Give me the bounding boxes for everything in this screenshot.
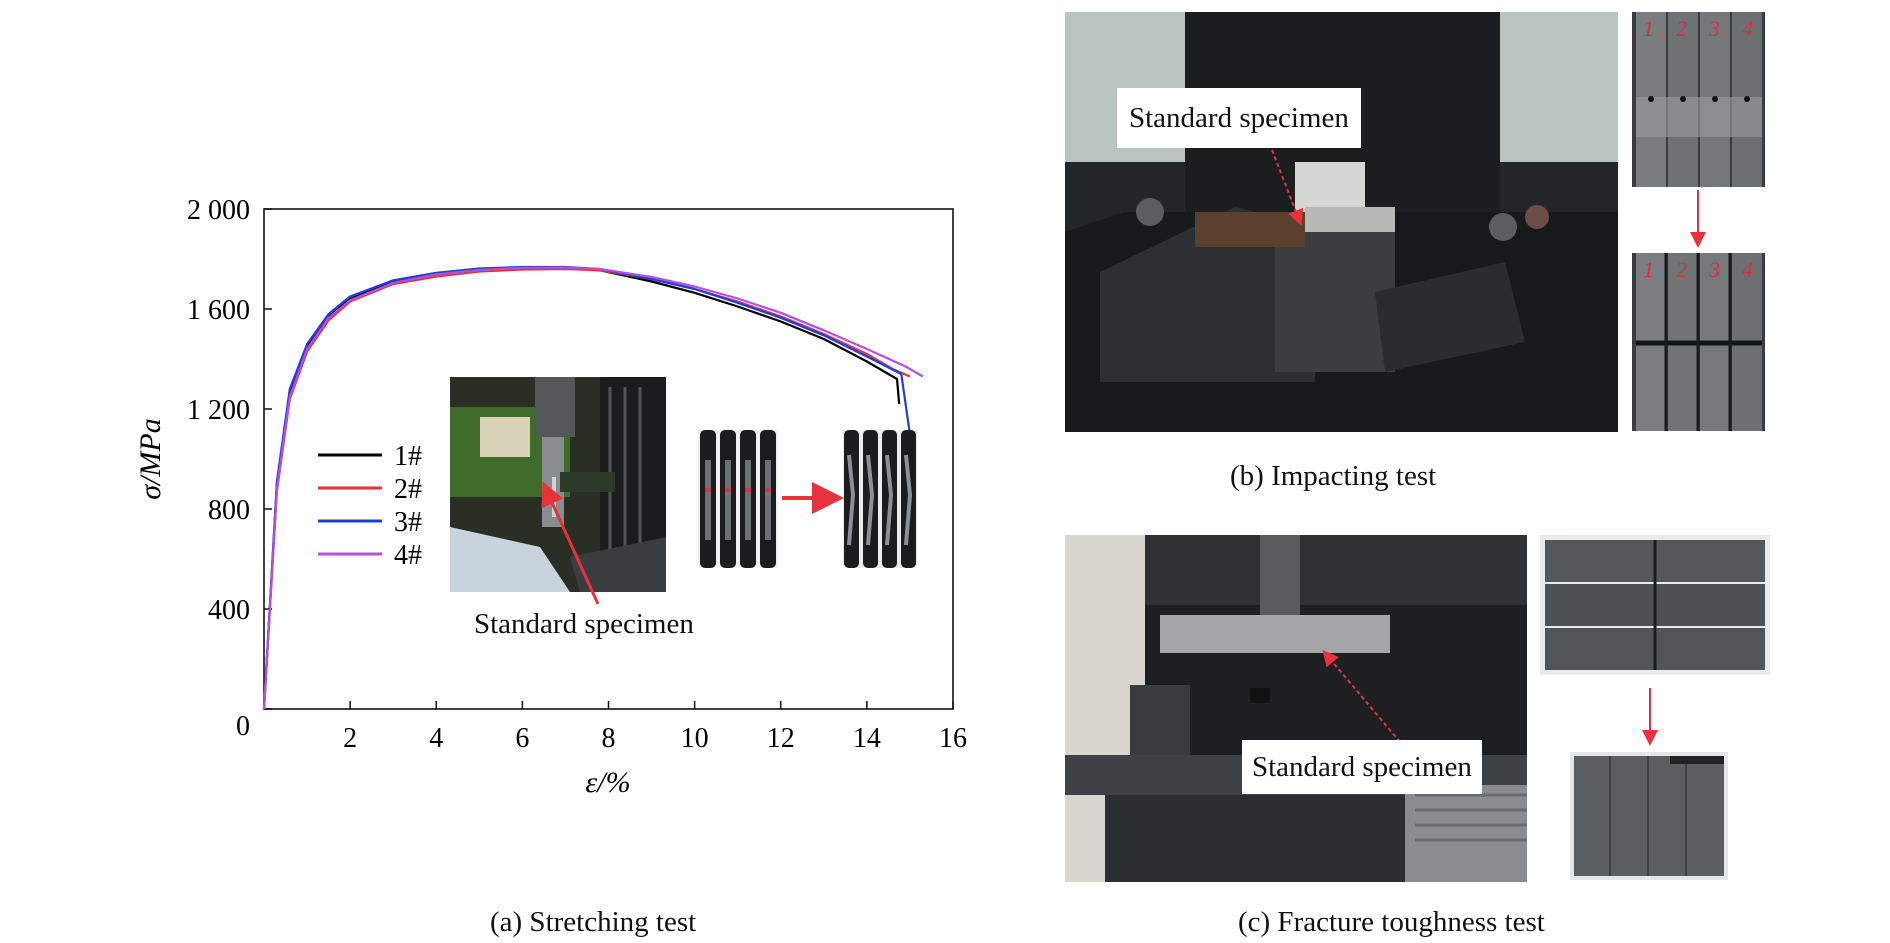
legend-label-1: 1# [394,441,422,472]
panel-b-arrows [1271,149,1706,248]
x-tick-label: 12 [767,723,795,754]
specimen-arrow [541,481,600,605]
specimens-after-illustration [844,430,916,568]
chart-legend: 1#2#3#4# [318,441,422,571]
legend-label-2: 2# [394,474,422,505]
legend-label-4: 4# [394,540,422,571]
tensile-machine-photo [450,377,666,592]
specimens-before-illustration [700,430,776,568]
y-tick-label: 800 [208,495,250,526]
impact-mark-before-2: 2 [1676,16,1687,41]
legend-label-3: 3# [394,507,422,538]
impact-mark-after-4: 4 [1742,257,1753,282]
impact-mark-after-2: 2 [1676,257,1687,282]
x-tick-label: 8 [602,723,616,754]
y-axis-label: σ/MPa [134,418,167,499]
y-tick-label: 0 [236,711,250,742]
impact-specimen-label: Standard specimen [1117,88,1361,148]
impact-specimens-before-photo: 1 2 3 4 [1632,12,1765,187]
specimens-after-photo [843,430,917,568]
x-tick-label: 10 [681,723,709,754]
impact-specimens-before-illustration [1632,12,1765,187]
x-tick-label: 14 [853,723,881,754]
x-axis-ticks: 2 4 6 8 10 12 14 16 [343,701,967,754]
impact-specimens-after-photo: 1 2 3 4 [1632,253,1765,431]
impact-mark-before-1: 1 [1643,16,1654,41]
fracture-machine-photo [1065,535,1527,882]
x-axis-label: ε/% [585,766,630,799]
impact-specimens-after-illustration [1632,253,1765,431]
y-tick-label: 2 000 [187,195,250,226]
caption-a: (a) Stretching test [490,906,697,938]
x-tick-label: 2 [343,723,357,754]
impact-mark-before-3: 3 [1709,16,1720,41]
series-line-2 [262,267,911,710]
fracture-specimen-arrow [1322,649,1401,743]
fracture-specimens-after-illustration [1570,752,1728,880]
impact-mark-before-4: 4 [1742,16,1753,41]
fracture-specimen-label: Standard specimen [1242,740,1482,794]
caption-c: (c) Fracture toughness test [1238,906,1545,938]
x-tick-label: 4 [429,723,443,754]
inset-arrows [541,481,844,605]
fracture-specimens-after-photo [1570,752,1728,880]
y-tick-label: 400 [208,595,250,626]
panel-c-arrows [1322,649,1658,746]
caption-b: (b) Impacting test [1230,460,1437,492]
impact-mark-after-3: 3 [1709,257,1720,282]
y-tick-label: 1 200 [187,395,250,426]
impact-specimen-arrow [1271,149,1304,226]
stretch-specimen-label: Standard specimen [474,608,694,640]
series-lines [262,265,924,710]
specimens-before-photo [698,430,778,568]
x-tick-label: 6 [515,723,529,754]
x-tick-label: 16 [939,723,967,754]
fracture-specimens-before-photo [1540,535,1770,675]
fracture-specimens-before-illustration [1540,535,1770,675]
y-axis-ticks: 0 400 800 1 200 1 600 2 000 [187,195,272,742]
impact-mark-after-1: 1 [1643,257,1654,282]
series-line-4 [262,266,924,710]
y-tick-label: 1 600 [187,295,250,326]
fracture-machine-illustration [1065,535,1527,882]
